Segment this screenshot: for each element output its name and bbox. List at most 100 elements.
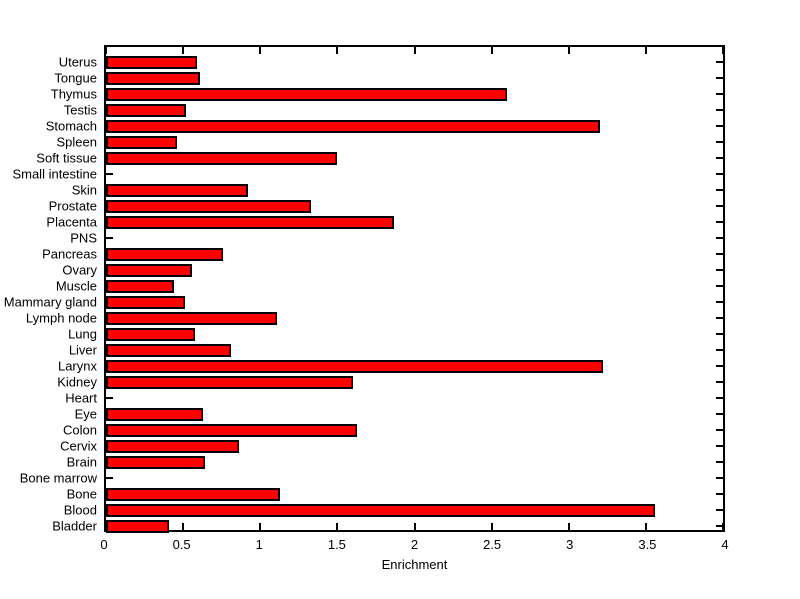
bar — [106, 359, 603, 373]
bar — [106, 439, 239, 453]
x-tick-bottom — [182, 523, 185, 530]
y-tick-right — [716, 61, 723, 63]
bar — [106, 263, 193, 277]
x-tick-top — [413, 47, 416, 54]
category-label: Bone — [66, 486, 97, 502]
bar — [106, 423, 358, 437]
bar — [106, 455, 205, 469]
y-tick-right — [716, 237, 723, 239]
category-label: Soft tissue — [36, 150, 97, 166]
y-tick-right — [716, 77, 723, 79]
y-tick-right — [716, 285, 723, 287]
category-label: Lymph node — [25, 310, 97, 326]
x-tick-top — [722, 47, 724, 54]
x-axis-tick-labels: 0 0.5 1 1.5 2 2.5 3 3.5 4 — [100, 537, 729, 553]
bar — [106, 487, 281, 501]
y-tick-left — [106, 173, 113, 175]
category-label: Eye — [74, 406, 97, 422]
bar — [106, 407, 204, 421]
category-label: Small intestine — [12, 166, 97, 182]
y-tick-right — [716, 525, 723, 527]
y-axis-category-labels: Uterus Tongue Thymus Testis Stomach Spleen Sof… — [0, 45, 97, 534]
category-label: Uterus — [58, 54, 97, 70]
x-tick-label: 4 — [721, 537, 729, 552]
x-tick-label: 2.5 — [483, 537, 502, 552]
bar — [106, 215, 395, 229]
y-tick-right — [716, 445, 723, 447]
category-label: Prostate — [48, 198, 97, 214]
x-tick-label: 1.5 — [327, 537, 346, 552]
bar — [106, 327, 196, 341]
x-tick-top — [567, 47, 570, 54]
bar — [106, 247, 224, 261]
category-label: Placenta — [46, 214, 97, 230]
x-tick-bottom — [490, 523, 493, 530]
category-label: PNS — [70, 230, 97, 246]
x-tick-bottom — [644, 523, 647, 530]
category-label: Heart — [65, 390, 97, 406]
category-label: Testis — [63, 102, 97, 118]
y-tick-right — [716, 493, 723, 495]
category-label: Lung — [68, 326, 97, 342]
bar — [106, 519, 170, 533]
category-label: Skin — [71, 182, 97, 198]
x-tick-top — [259, 47, 262, 54]
y-tick-right — [716, 317, 723, 319]
category-label: Cervix — [60, 438, 97, 454]
bar — [106, 311, 278, 325]
category-label: Thymus — [50, 86, 97, 102]
y-tick-right — [716, 301, 723, 303]
bar — [106, 279, 174, 293]
plot-area — [104, 45, 725, 533]
category-label: Colon — [63, 422, 97, 438]
category-label: Liver — [68, 342, 97, 358]
y-tick-right — [716, 365, 723, 367]
y-tick-right — [716, 509, 723, 511]
bar — [106, 183, 248, 197]
y-tick-right — [716, 461, 723, 463]
y-tick-right — [716, 429, 723, 431]
x-tick-label: 2 — [410, 537, 419, 552]
y-tick-right — [716, 333, 723, 335]
y-tick-right — [716, 381, 723, 383]
y-tick-right — [716, 477, 723, 479]
bar — [106, 375, 353, 389]
y-tick-left — [106, 237, 113, 239]
y-tick-right — [716, 397, 723, 399]
category-label: Muscle — [55, 278, 97, 294]
bar — [106, 343, 231, 357]
x-tick-top — [105, 47, 107, 54]
bar — [106, 295, 185, 309]
x-tick-label: 3 — [566, 537, 574, 552]
x-tick-top — [490, 47, 493, 54]
x-axis-title: Enrichment — [381, 557, 448, 572]
bar — [106, 199, 312, 213]
x-tick-label: 0.5 — [172, 537, 191, 552]
bar — [106, 151, 338, 165]
bar — [106, 119, 600, 133]
x-tick-top — [182, 47, 185, 54]
category-label: Stomach — [45, 118, 97, 134]
y-tick-right — [716, 173, 723, 175]
category-label: Ovary — [62, 262, 97, 278]
y-tick-right — [716, 109, 723, 111]
y-tick-left — [106, 397, 113, 399]
y-tick-right — [716, 205, 723, 207]
x-tick-bottom — [567, 523, 570, 530]
bar — [106, 71, 201, 85]
y-tick-right — [716, 125, 723, 127]
y-tick-right — [716, 269, 723, 271]
category-label: Bladder — [52, 518, 97, 534]
x-tick-bottom — [105, 523, 107, 530]
x-tick-top — [336, 47, 339, 54]
bar — [106, 55, 197, 69]
y-tick-right — [716, 141, 723, 143]
x-tick-label: 0 — [100, 537, 108, 552]
x-tick-label: 1 — [255, 537, 263, 552]
category-label: Brain — [66, 454, 97, 470]
y-tick-right — [716, 157, 723, 159]
x-tick-top — [644, 47, 647, 54]
x-tick-label: 3.5 — [638, 537, 657, 552]
y-tick-right — [716, 93, 723, 95]
x-tick-bottom — [336, 523, 339, 530]
